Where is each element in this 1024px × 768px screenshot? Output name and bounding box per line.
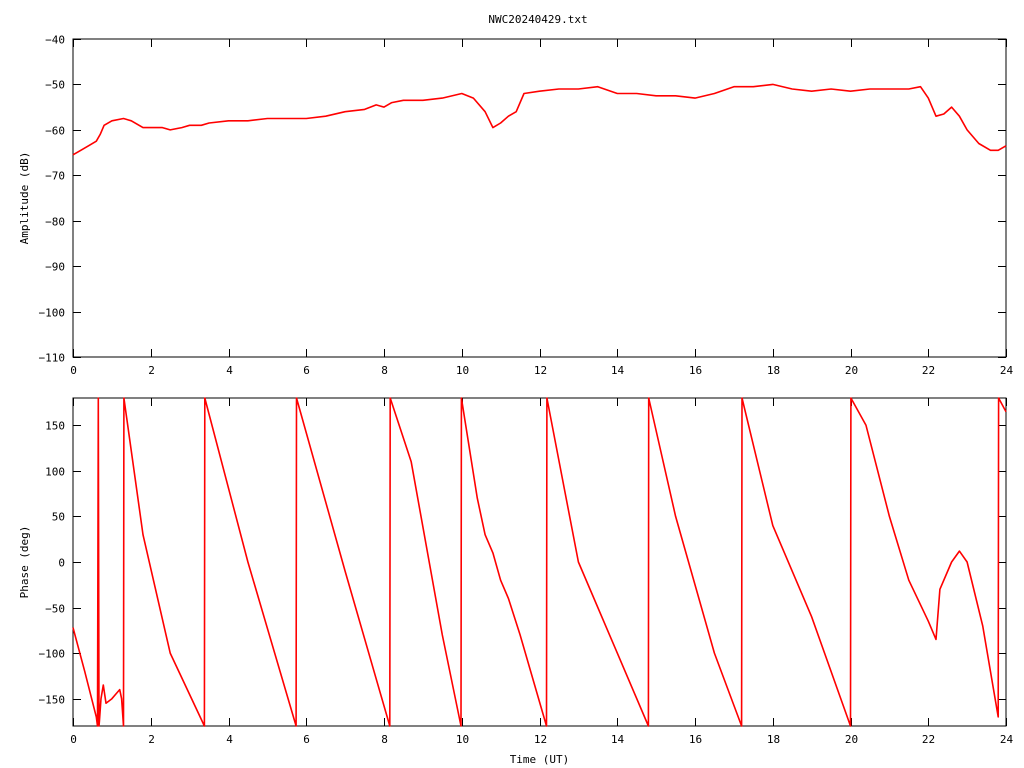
series-line-1 [72, 83, 1007, 156]
y-tick-label: 50 [52, 511, 65, 524]
x-tick-label: 6 [303, 733, 310, 746]
y-tick-label: −40 [45, 34, 65, 47]
x-tick-label: 22 [922, 364, 935, 377]
x-tick-label: 2 [148, 733, 155, 746]
x-tick-label: 10 [456, 364, 469, 377]
x-tick-label: 0 [70, 733, 77, 746]
x-tick-label: 8 [381, 364, 388, 377]
y-tick-label: 100 [45, 466, 65, 479]
x-tick-label: 2 [148, 364, 155, 377]
x-tick-label: 10 [456, 733, 469, 746]
x-tick-label: 4 [226, 733, 233, 746]
y-tick-label: 150 [45, 420, 65, 433]
x-tick-label: 20 [845, 364, 858, 377]
x-tick-label: 24 [1000, 364, 1014, 377]
y-axis-label: Amplitude (dB) [18, 152, 31, 245]
x-tick-label: 4 [226, 364, 233, 377]
x-tick-label: 14 [611, 364, 625, 377]
chart-panel-1: −110−100−90−80−70−60−50−400 2 4 6 8 10 12 14 16 1… [18, 34, 1013, 378]
y-tick-label: −150 [39, 694, 66, 707]
y-tick-label: 0 [58, 557, 65, 570]
y-tick-label: −60 [45, 125, 65, 138]
x-axis-label: Time (UT) [510, 753, 570, 766]
x-tick-label: 14 [611, 733, 625, 746]
chart-title: NWC20240429.txt [488, 13, 587, 26]
plot-frame [72, 397, 1007, 727]
y-tick-label: −50 [45, 603, 65, 616]
y-axis-label: Phase (deg) [18, 526, 31, 599]
y-tick-label: −110 [39, 352, 66, 365]
chart-panels: −110−100−90−80−70−60−50−400 2 4 6 8 10 12 14 16 1… [18, 34, 1013, 767]
x-tick-label: 22 [922, 733, 935, 746]
x-tick-label: 16 [689, 733, 702, 746]
series-line-1 [72, 397, 1007, 727]
x-tick-label: 8 [381, 733, 388, 746]
y-tick-label: −100 [39, 307, 66, 320]
y-tick-label: −90 [45, 261, 65, 274]
x-tick-label: 16 [689, 364, 702, 377]
y-tick-label: −100 [39, 648, 66, 661]
x-tick-label: 12 [534, 364, 547, 377]
x-tick-label: 6 [303, 364, 310, 377]
x-tick-label: 18 [767, 364, 780, 377]
y-tick-label: −50 [45, 79, 65, 92]
x-tick-label: 20 [845, 733, 858, 746]
x-tick-label: 12 [534, 733, 547, 746]
x-tick-label: 24 [1000, 733, 1014, 746]
x-tick-label: 0 [70, 364, 77, 377]
y-tick-label: −80 [45, 216, 65, 229]
x-tick-label: 18 [767, 733, 780, 746]
plot-frame [72, 38, 1007, 358]
y-tick-label: −70 [45, 170, 65, 183]
